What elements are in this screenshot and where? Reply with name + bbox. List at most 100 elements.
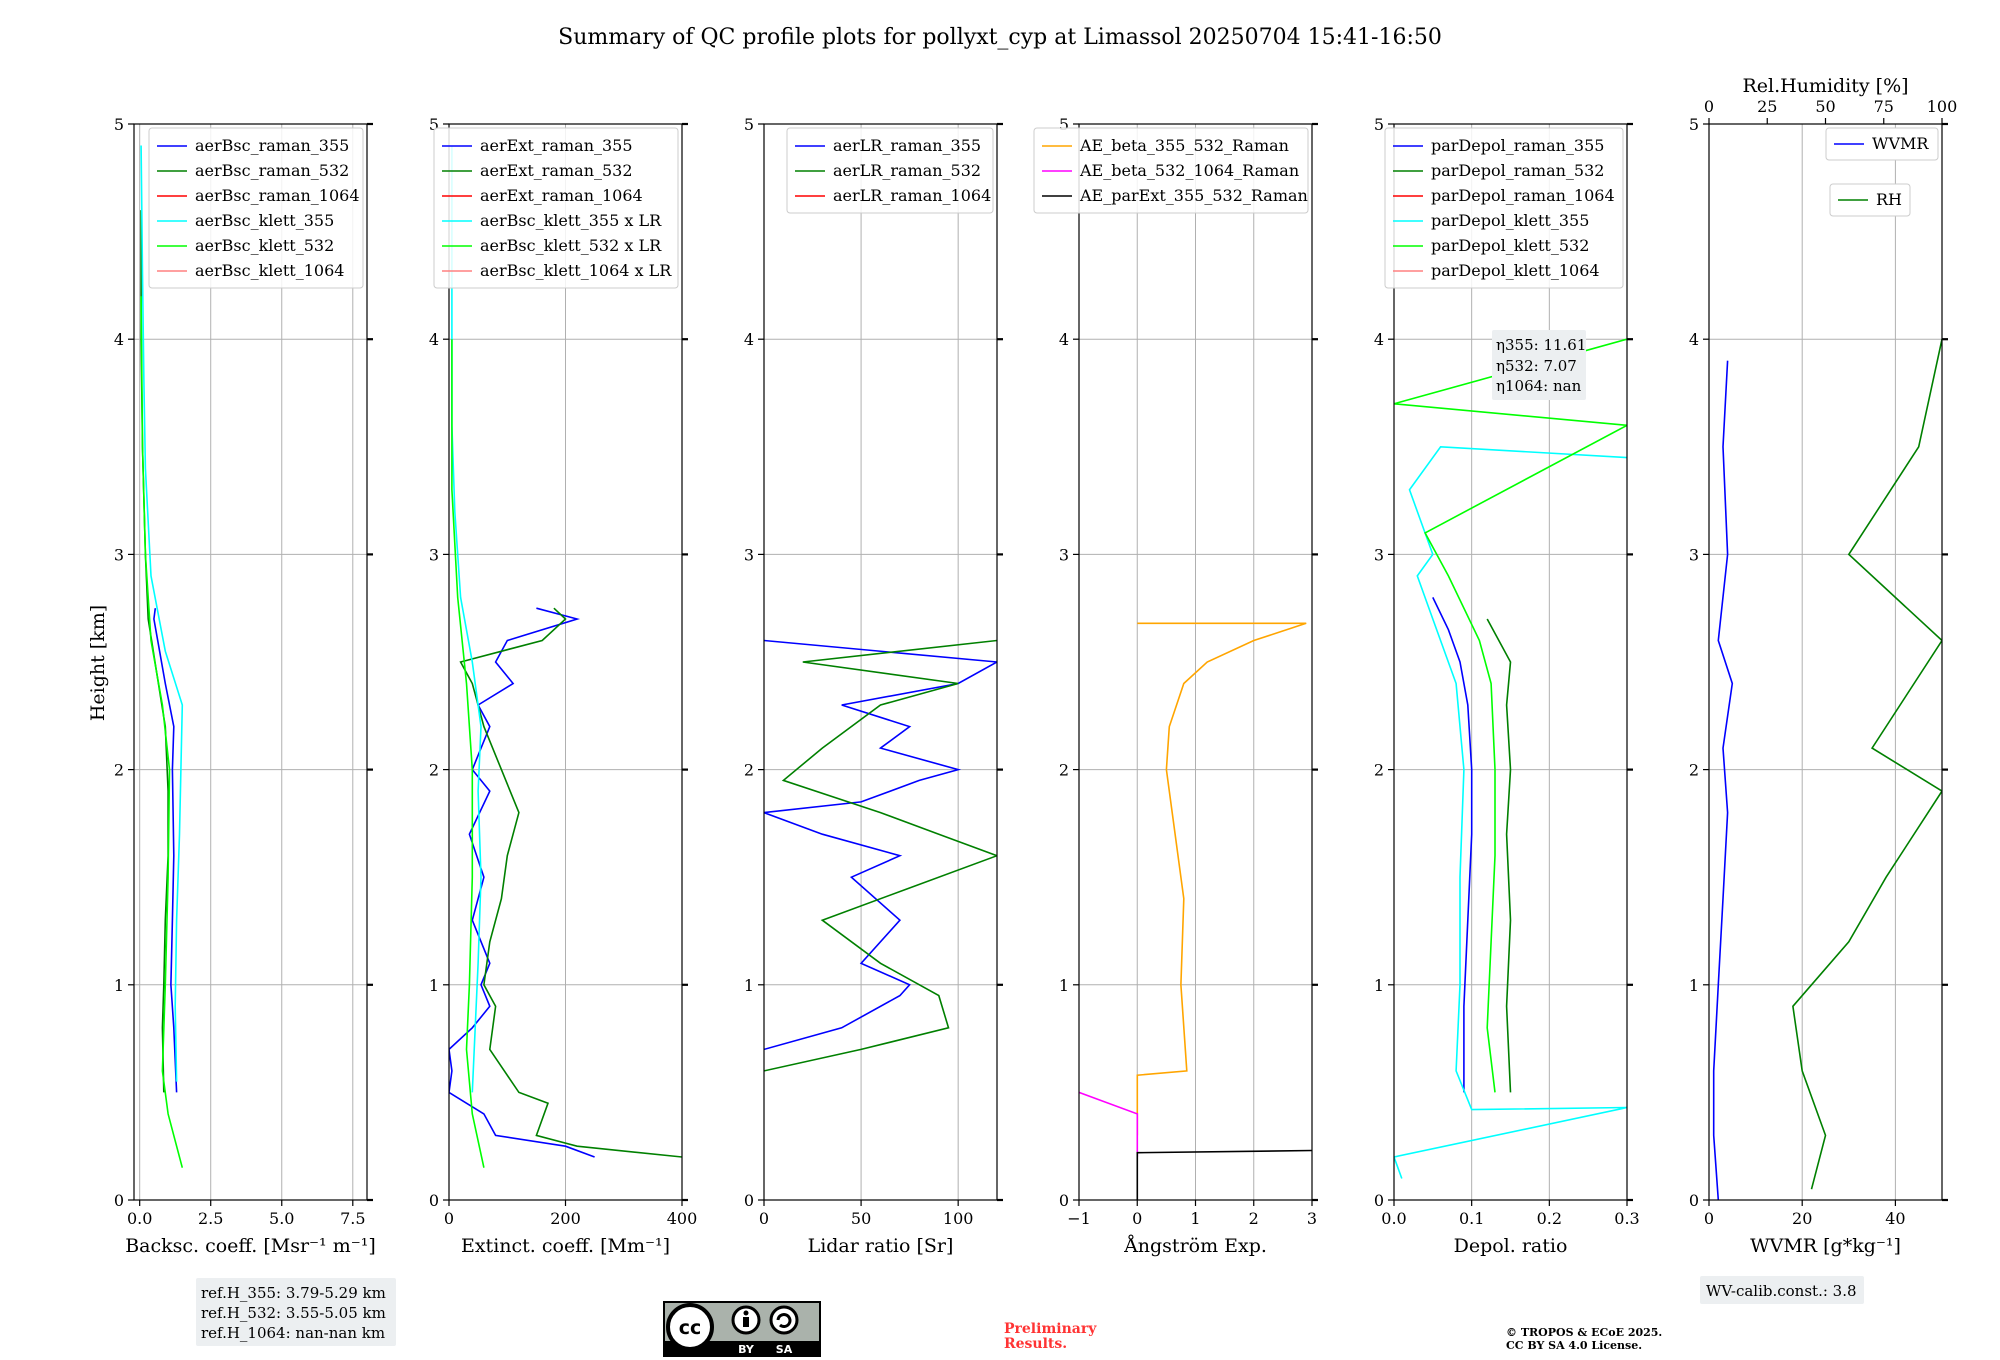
series-line-aerBsc-klett-532 — [140, 296, 184, 1168]
legend-entry: aerBsc_raman_1064 — [195, 186, 360, 205]
axes-frame — [1393, 123, 1628, 1201]
y-tick-label: 2 — [744, 761, 754, 780]
legend: WVMR RH — [1825, 127, 1939, 217]
x-axis-label: Depol. ratio — [1454, 1235, 1568, 1257]
series-group — [1079, 622, 1312, 1200]
x-tick-label: 100 — [943, 1209, 974, 1228]
y-tick-label: 3 — [429, 545, 439, 564]
x-tick-label: 0 — [759, 1209, 769, 1228]
x-tick-label: 0.0 — [1381, 1209, 1406, 1228]
legend-entry: parDepol_klett_1064 — [1431, 261, 1600, 280]
y-tick-label: 3 — [1374, 545, 1384, 564]
y-tick-label: 2 — [1689, 761, 1699, 780]
y-tick-label: 1 — [114, 976, 124, 995]
x-tick-label: 2.5 — [198, 1209, 223, 1228]
ref-h-1064: ref.H_1064: nan-nan km — [201, 1324, 385, 1342]
x-tick-label: 50 — [851, 1209, 871, 1228]
y-tick-label: 1 — [1059, 976, 1069, 995]
legend-entry: aerBsc_raman_355 — [195, 136, 349, 155]
legend-entry: aerLR_raman_355 — [833, 136, 981, 155]
series-line-WVMR — [1712, 360, 1734, 1200]
eta-1064: η1064: nan — [1496, 377, 1582, 395]
y-tick-label: 0 — [114, 1191, 124, 1210]
series-line-AE-beta-355-532-Raman — [1136, 622, 1307, 1136]
legend-entry: aerBsc_klett_1064 x LR — [480, 261, 672, 280]
axes-frame — [133, 123, 368, 1201]
legend-entry: aerExt_raman_1064 — [480, 186, 643, 205]
y-tick-label: 0 — [1059, 1191, 1069, 1210]
cc-icon — [666, 1303, 714, 1351]
panels: 0.0 2.5 5.0 7.5 0 1 2 3 4 5 Backsc. coeff. [Msr⁻¹ … — [114, 75, 1957, 1257]
series-group — [1394, 338, 1627, 1179]
legend-entry: aerBsc_klett_532 x LR — [480, 236, 662, 255]
panel-lr: 0 50 100 0 1 2 3 4 5 Lidar ratio [Sr] aerLR_raman_… — [744, 115, 1003, 1257]
y-tick-label: 1 — [429, 976, 439, 995]
legend: parDepol_raman_355 parDepol_raman_532 parD… — [1384, 127, 1624, 289]
rh-tick-label: 75 — [1874, 97, 1894, 116]
x-tick-label: 20 — [1792, 1209, 1812, 1228]
legend-entry: AE_parExt_355_532_Raman — [1079, 186, 1308, 205]
y-tick-label: 4 — [1059, 330, 1069, 349]
legend-entry: WVMR — [1872, 134, 1929, 153]
y-tick-label: 3 — [1059, 545, 1069, 564]
x-tick-label: 400 — [667, 1209, 698, 1228]
y-tick-label: 4 — [1374, 330, 1384, 349]
y-tick-label: 5 — [1059, 115, 1069, 134]
series-line-RH — [1792, 339, 1942, 1190]
x-tick-label: 0 — [1704, 1209, 1714, 1228]
y-tick-label: 5 — [114, 115, 124, 134]
x-tick-label: 0.3 — [1614, 1209, 1639, 1228]
legend-entry: parDepol_raman_355 — [1431, 136, 1604, 155]
x-tick-label: 0.2 — [1537, 1209, 1562, 1228]
x-tick-label: 0.0 — [127, 1209, 152, 1228]
y-tick-label: 0 — [744, 1191, 754, 1210]
panel-ext: 0 200 400 0 1 2 3 4 5 Extinct. coeff. [Mm⁻¹] aerEx… — [429, 115, 697, 1257]
eta-box: η355: 11.61 η532: 7.07 η1064: nan — [1492, 330, 1586, 400]
x-tick-label: 0.1 — [1459, 1209, 1484, 1228]
y-tick-label: 0 — [1374, 1191, 1384, 1210]
x-tick-label: 200 — [550, 1209, 581, 1228]
series-line-aerLR-raman-532 — [764, 639, 997, 1072]
series-line-aerLR-raman-355 — [764, 639, 997, 1051]
series-group — [449, 145, 682, 1168]
legend-entry: parDepol_klett_355 — [1431, 211, 1589, 230]
x-tick-label: 40 — [1885, 1209, 1905, 1228]
preliminary-line-1: Preliminary — [1004, 1321, 1097, 1337]
series-line-parDepol-klett-355 — [1394, 445, 1627, 1179]
legend-entry: aerBsc_klett_1064 — [195, 261, 344, 280]
legend-entry: aerLR_raman_1064 — [833, 186, 991, 205]
y-tick-label: 5 — [1689, 115, 1699, 134]
figure-title: Summary of QC profile plots for pollyxt_… — [558, 25, 1442, 50]
wv-calib-box: WV-calib.const.: 3.8 — [1700, 1276, 1864, 1304]
ref-h-532: ref.H_532: 3.55-5.05 km — [201, 1304, 386, 1322]
y-tick-label: 2 — [1059, 761, 1069, 780]
series-line-AE-parExt-355-532-Raman — [1136, 1149, 1312, 1200]
cc-sa-text: SA — [776, 1343, 793, 1356]
legend-entry: aerLR_raman_532 — [833, 161, 981, 180]
eta-532: η532: 7.07 — [1496, 357, 1577, 375]
y-tick-label: 5 — [1374, 115, 1384, 134]
y-axis-label: Height [km] — [87, 605, 109, 721]
series-group — [1712, 339, 1942, 1200]
series-line-aerExt-raman-532 — [459, 607, 682, 1158]
copyright-line-1: © TROPOS & ECoE 2025. — [1506, 1326, 1662, 1339]
legend-entry: parDepol_klett_532 — [1431, 236, 1589, 255]
svg-text:cc: cc — [679, 1317, 702, 1339]
x-tick-label: 5.0 — [269, 1209, 294, 1228]
legend-entry: aerExt_raman_355 — [480, 136, 633, 155]
legend-entry: AE_beta_532_1064_Raman — [1079, 161, 1299, 180]
x-axis-label: Backsc. coeff. [Msr⁻¹ m⁻¹] — [125, 1235, 376, 1257]
y-tick-label: 3 — [1689, 545, 1699, 564]
legend-entry: AE_beta_355_532_Raman — [1079, 136, 1289, 155]
rh-tick-label: 25 — [1757, 97, 1777, 116]
x-axis-label: Lidar ratio [Sr] — [808, 1235, 954, 1257]
legend: aerLR_raman_355 aerLR_raman_532 aerLR_rama… — [786, 127, 994, 214]
rh-axis-label: Rel.Humidity [%] — [1742, 75, 1908, 97]
y-tick-label: 0 — [429, 1191, 439, 1210]
y-tick-label: 4 — [429, 330, 439, 349]
legend-entry: RH — [1876, 190, 1902, 209]
rh-tick-label: 50 — [1815, 97, 1835, 116]
series-line-aerBsc-raman-355 — [153, 608, 178, 1093]
legend-entry: aerBsc_klett_355 — [195, 211, 334, 230]
